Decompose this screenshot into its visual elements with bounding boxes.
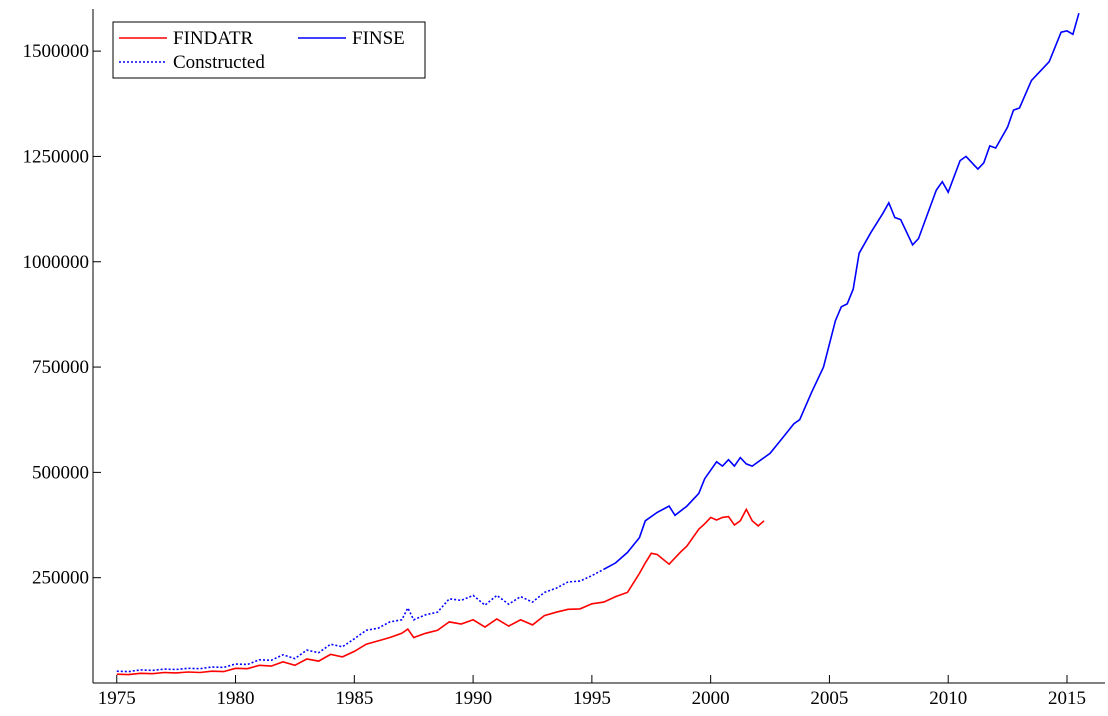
series-line — [116, 507, 765, 676]
x-tick-label: 1995 — [573, 688, 611, 709]
series-line — [116, 568, 605, 673]
legend-box — [112, 21, 426, 79]
legend-label: FINSE — [352, 28, 405, 49]
legend-label: FINDATR — [173, 28, 254, 49]
legend-label: Constructed — [173, 52, 265, 73]
y-tick-label: 750000 — [32, 357, 89, 378]
x-tick-label: 2010 — [929, 688, 967, 709]
y-tick-label: 1500000 — [23, 41, 90, 62]
x-tick-label: 1990 — [454, 688, 492, 709]
x-tick-label: 1980 — [217, 688, 255, 709]
x-tick-label: 1985 — [335, 688, 373, 709]
y-tick-label: 1000000 — [23, 252, 90, 273]
x-tick-label: 2015 — [1048, 688, 1086, 709]
x-tick-label: 2005 — [810, 688, 848, 709]
x-tick-label: 2000 — [692, 688, 730, 709]
y-tick-label: 250000 — [32, 568, 89, 589]
x-tick-label: 1975 — [98, 688, 136, 709]
series-line — [603, 12, 1080, 571]
y-tick-label: 1250000 — [23, 146, 90, 167]
y-tick-label: 500000 — [32, 462, 89, 483]
